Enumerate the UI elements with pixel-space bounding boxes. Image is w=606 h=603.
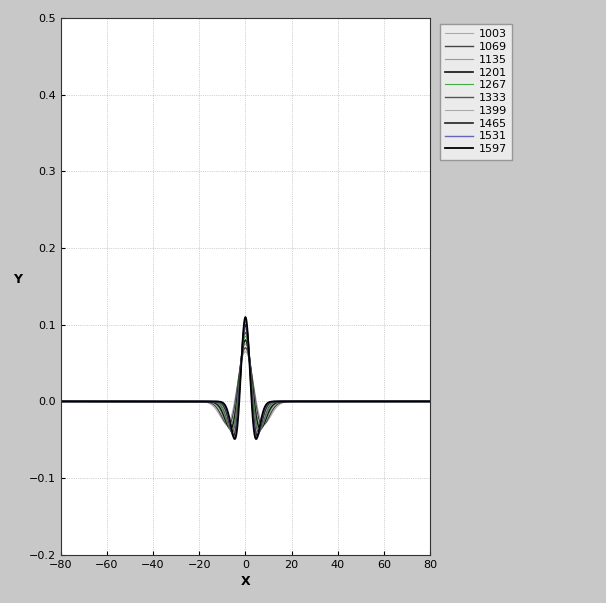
Y-axis label: Y: Y	[13, 273, 22, 286]
Legend: 1003, 1069, 1135, 1201, 1267, 1333, 1399, 1465, 1531, 1597: 1003, 1069, 1135, 1201, 1267, 1333, 1399…	[439, 24, 512, 160]
X-axis label: X: X	[241, 575, 250, 588]
